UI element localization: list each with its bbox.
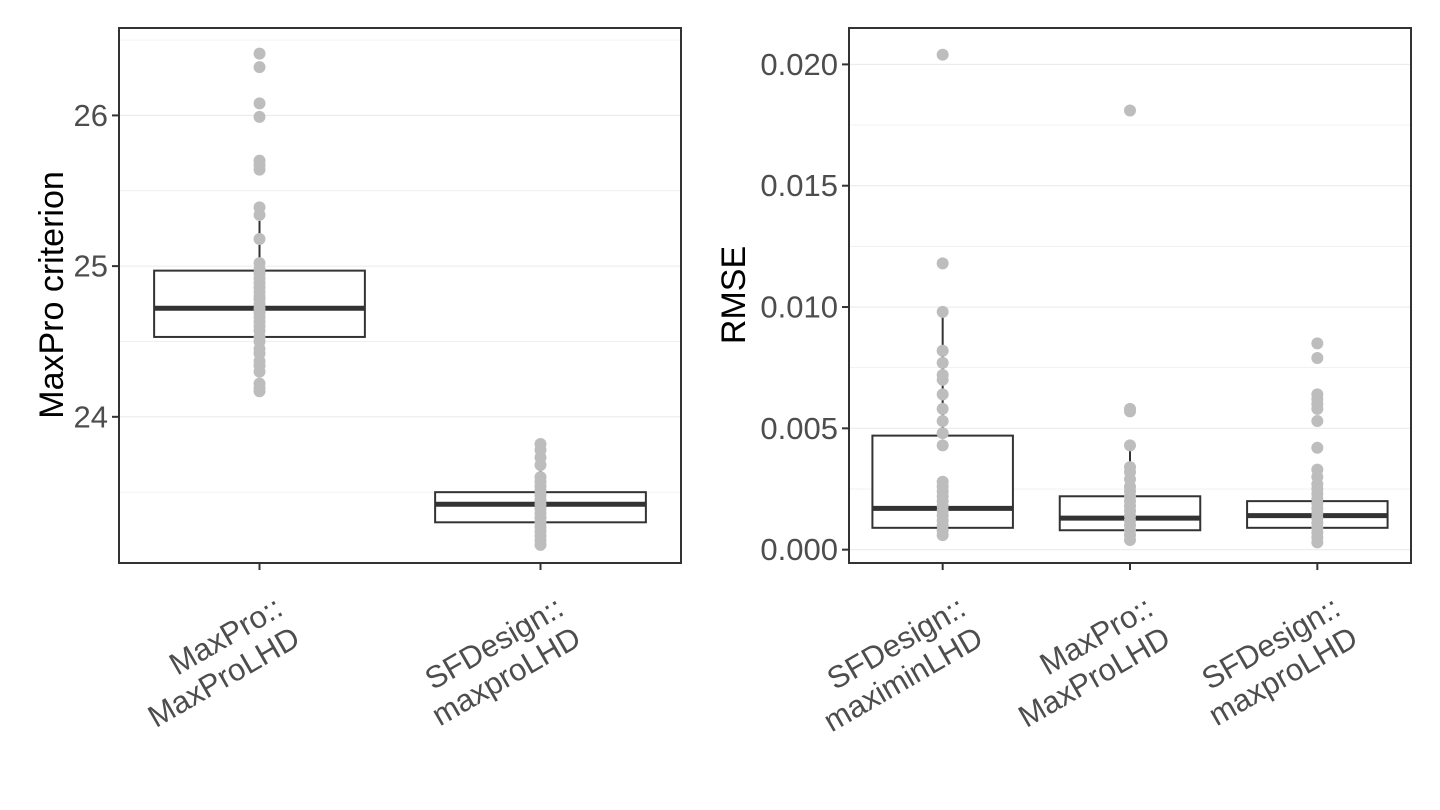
data-point xyxy=(936,356,949,369)
y-tick-label: 0.005 xyxy=(760,411,838,446)
data-point xyxy=(1311,337,1324,350)
box-2 xyxy=(1058,104,1202,546)
y-tick-label: 0.020 xyxy=(760,47,838,82)
y-tick-label: 0.015 xyxy=(760,168,838,203)
data-point xyxy=(534,471,547,484)
box-1 xyxy=(153,47,366,398)
y-axis-title: RMSE xyxy=(715,246,753,344)
data-point xyxy=(534,437,547,450)
box-2 xyxy=(434,437,647,551)
panel-border xyxy=(118,27,682,564)
data-point xyxy=(1311,415,1324,428)
data-point xyxy=(1124,104,1136,117)
x-tick-label: MaxPro::MaxProLHD xyxy=(995,590,1176,735)
y-tick-label: 24 xyxy=(74,399,108,434)
data-point xyxy=(1311,463,1324,476)
data-point xyxy=(253,201,266,214)
data-point xyxy=(936,257,949,270)
data-point xyxy=(1311,441,1324,454)
x-tick-label: MaxPro::MaxProLHD xyxy=(124,590,305,735)
data-point xyxy=(253,257,266,270)
data-point xyxy=(936,475,949,488)
rmse-panel: 0.000 0.005 0.010 0.015 0.020SFDesign::maxim… xyxy=(715,27,1412,739)
x-tick-label: SFDesign::maxproLHD xyxy=(1185,590,1363,733)
y-tick-label: 0.010 xyxy=(760,290,838,325)
data-point xyxy=(1311,351,1324,364)
x-tick-label: SFDesign::maxproLHD xyxy=(408,590,586,733)
data-point xyxy=(936,402,949,415)
data-point xyxy=(253,47,266,60)
data-point xyxy=(253,110,266,123)
data-point xyxy=(1311,388,1324,401)
data-point xyxy=(1124,439,1136,452)
data-point xyxy=(253,377,266,390)
data-point xyxy=(1124,461,1136,474)
data-point xyxy=(253,61,266,74)
data-point xyxy=(936,344,949,357)
data-point xyxy=(253,232,266,245)
data-point xyxy=(936,388,949,401)
data-point xyxy=(936,427,949,440)
y-axis-title: MaxPro criterion xyxy=(33,171,71,419)
box-1 xyxy=(871,48,1014,542)
y-tick-label: 25 xyxy=(74,249,108,284)
data-point xyxy=(1124,402,1136,415)
data-point xyxy=(936,439,949,452)
data-point xyxy=(936,368,949,381)
data-point xyxy=(936,305,949,318)
data-point xyxy=(253,154,266,167)
data-point xyxy=(936,48,949,61)
data-point xyxy=(936,415,949,428)
box-3 xyxy=(1246,337,1389,549)
y-tick-label: 26 xyxy=(74,98,108,133)
data-point xyxy=(253,97,266,110)
y-tick-label: 0.000 xyxy=(760,532,838,567)
x-tick-label: SFDesign::maximinLHD xyxy=(800,590,989,739)
